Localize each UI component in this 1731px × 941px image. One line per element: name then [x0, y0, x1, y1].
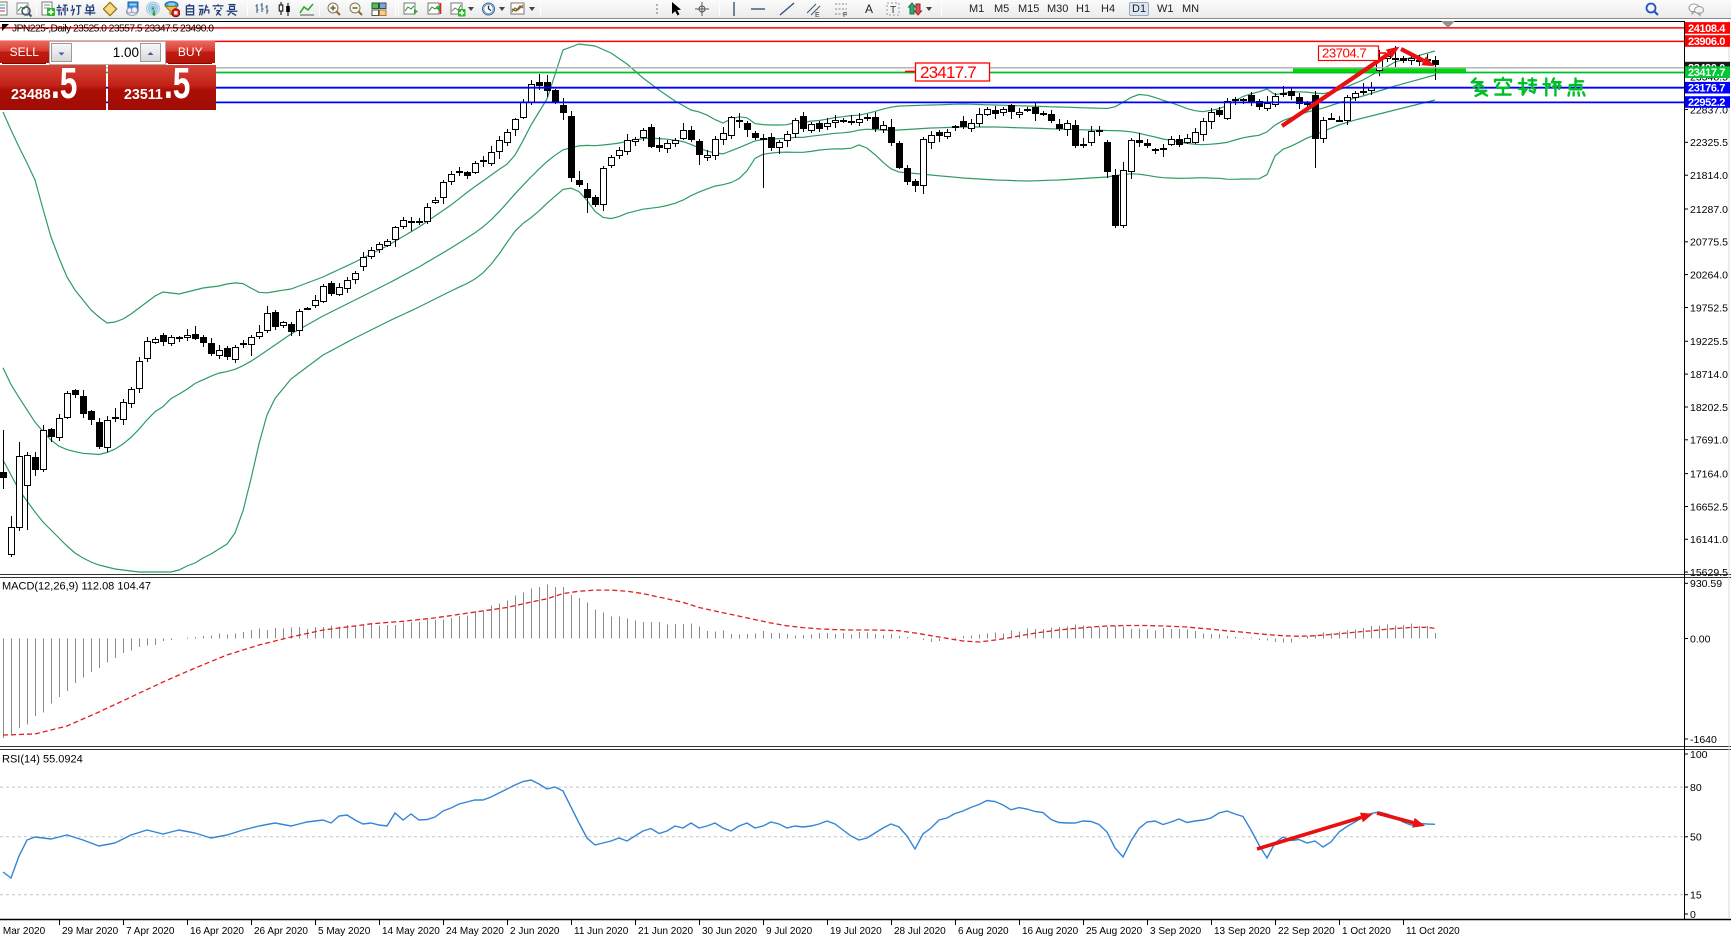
svg-text:15629.5: 15629.5 [1690, 567, 1728, 579]
svg-text:18714.0: 18714.0 [1690, 369, 1728, 381]
svg-text:17691.0: 17691.0 [1690, 435, 1728, 447]
svg-text:23417.7: 23417.7 [1688, 67, 1725, 79]
svg-text:23704.7: 23704.7 [1322, 46, 1366, 61]
svg-text:1 Oct 2020: 1 Oct 2020 [1342, 926, 1391, 937]
svg-text:24108.4: 24108.4 [1688, 23, 1726, 35]
svg-text:22 Sep 2020: 22 Sep 2020 [1278, 926, 1335, 937]
svg-text:19 Jul 2020: 19 Jul 2020 [830, 926, 882, 937]
svg-text:23176.7: 23176.7 [1688, 83, 1725, 95]
svg-text:9 Jul 2020: 9 Jul 2020 [766, 926, 813, 937]
svg-text:23906.0: 23906.0 [1688, 36, 1725, 48]
svg-text:15: 15 [1690, 890, 1702, 902]
svg-text:16141.0: 16141.0 [1690, 534, 1728, 546]
svg-text:21814.0: 21814.0 [1690, 170, 1728, 182]
svg-text:21 Jun 2020: 21 Jun 2020 [638, 926, 693, 937]
svg-text:5 May 2020: 5 May 2020 [318, 926, 371, 937]
svg-text:F: F [843, 12, 847, 18]
svg-text:22325.5: 22325.5 [1690, 137, 1728, 149]
svg-text:16 Apr 2020: 16 Apr 2020 [190, 926, 244, 937]
svg-text:11 Oct 2020: 11 Oct 2020 [1406, 926, 1460, 937]
svg-text:26 Apr 2020: 26 Apr 2020 [254, 926, 308, 937]
svg-text:T: T [890, 5, 896, 16]
svg-text:25 Aug 2020: 25 Aug 2020 [1086, 926, 1143, 937]
svg-text:-1640: -1640 [1690, 734, 1717, 746]
svg-text:7 Apr 2020: 7 Apr 2020 [126, 926, 175, 937]
svg-text:20264.0: 20264.0 [1690, 269, 1728, 281]
svg-text:0: 0 [1690, 909, 1696, 921]
svg-text:16652.5: 16652.5 [1690, 501, 1728, 513]
svg-text:14 May 2020: 14 May 2020 [382, 926, 440, 937]
svg-text:RSI(14) 55.0924: RSI(14) 55.0924 [2, 754, 83, 766]
svg-text:80: 80 [1690, 782, 1702, 794]
svg-text:17164.0: 17164.0 [1690, 468, 1728, 480]
svg-text:19225.5: 19225.5 [1690, 336, 1728, 348]
svg-text:50: 50 [1690, 832, 1702, 844]
svg-text:16 Aug 2020: 16 Aug 2020 [1022, 926, 1079, 937]
svg-text:100: 100 [1690, 749, 1708, 761]
svg-text:20775.5: 20775.5 [1690, 237, 1728, 249]
svg-text:21287.0: 21287.0 [1690, 204, 1728, 216]
svg-text:3 Sep 2020: 3 Sep 2020 [1150, 926, 1202, 937]
svg-text:6 Aug 2020: 6 Aug 2020 [958, 926, 1009, 937]
svg-text:0.00: 0.00 [1690, 633, 1711, 645]
svg-text:29 Mar 2020: 29 Mar 2020 [62, 926, 119, 937]
svg-text:19752.5: 19752.5 [1690, 302, 1728, 314]
svg-text:23417.7: 23417.7 [920, 63, 976, 82]
svg-text:24 May 2020: 24 May 2020 [446, 926, 504, 937]
svg-text:30 Jun 2020: 30 Jun 2020 [702, 926, 757, 937]
svg-text:JPN225-,Daily 23525.0 23557.5: JPN225-,Daily 23525.0 23557.5 23347.5 23… [12, 24, 214, 35]
svg-text:19 Mar 2020: 19 Mar 2020 [0, 926, 46, 937]
svg-text:MACD(12,26,9) 112.08 104.47: MACD(12,26,9) 112.08 104.47 [2, 581, 151, 593]
svg-text:E: E [815, 12, 820, 18]
svg-text:18202.5: 18202.5 [1690, 402, 1728, 414]
svg-text:13 Sep 2020: 13 Sep 2020 [1214, 926, 1271, 937]
svg-text:28 Jul 2020: 28 Jul 2020 [894, 926, 946, 937]
svg-text:22952.2: 22952.2 [1688, 97, 1725, 109]
svg-text:11 Jun 2020: 11 Jun 2020 [574, 926, 629, 937]
svg-text:930.59: 930.59 [1690, 578, 1722, 590]
svg-text:2 Jun 2020: 2 Jun 2020 [510, 926, 560, 937]
